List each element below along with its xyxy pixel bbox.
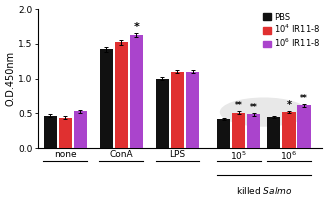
Bar xyxy=(171,72,184,148)
Bar xyxy=(217,119,230,148)
Bar xyxy=(232,113,245,148)
Legend: PBS, $10^4$ IR11-8, $10^6$ IR11-8: PBS, $10^4$ IR11-8, $10^6$ IR11-8 xyxy=(262,12,321,50)
Text: **: ** xyxy=(250,103,257,112)
Bar xyxy=(130,35,143,148)
Bar xyxy=(59,118,72,148)
Y-axis label: O.D.450nm: O.D.450nm xyxy=(6,51,15,106)
Text: *: * xyxy=(286,100,292,110)
Text: *: * xyxy=(133,22,139,32)
Bar xyxy=(247,114,260,148)
Bar xyxy=(267,117,280,148)
Text: **: ** xyxy=(235,101,242,110)
Ellipse shape xyxy=(220,97,308,127)
Bar xyxy=(74,111,87,148)
Text: killed $\it{Salmo}$: killed $\it{Salmo}$ xyxy=(236,185,292,196)
Bar xyxy=(156,79,169,148)
Bar xyxy=(44,116,57,148)
Bar xyxy=(186,72,199,148)
Text: **: ** xyxy=(300,94,308,103)
Bar xyxy=(297,105,311,148)
Bar xyxy=(282,112,296,148)
Bar xyxy=(100,50,113,148)
Bar xyxy=(115,42,128,148)
